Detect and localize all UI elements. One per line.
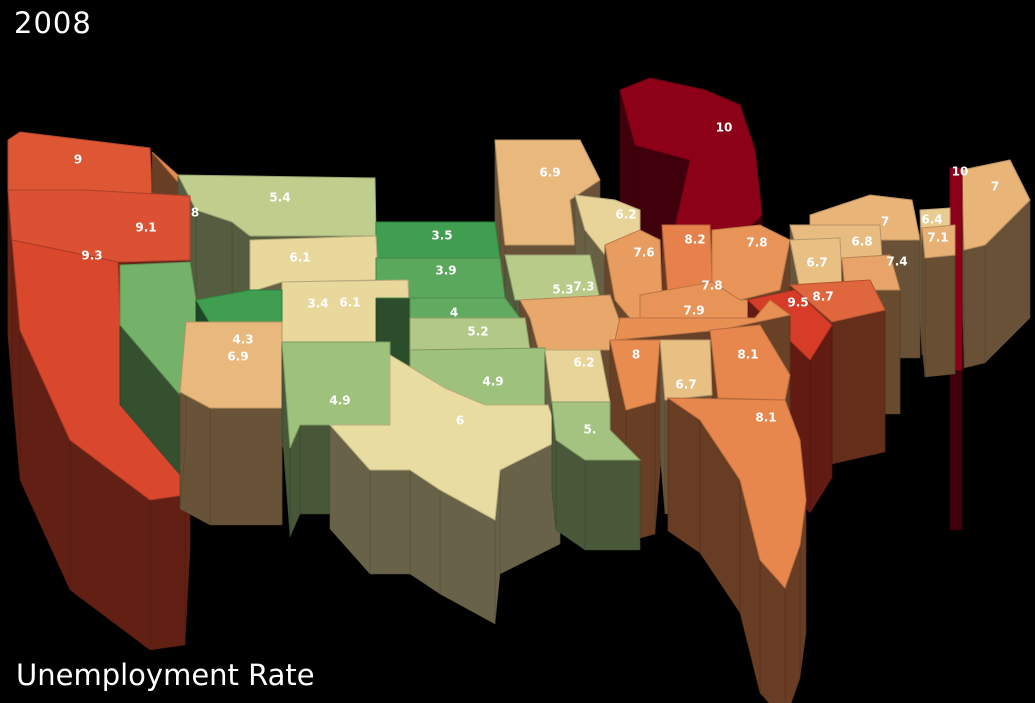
state-value-label: 9.5 bbox=[787, 296, 808, 310]
state-top bbox=[609, 339, 661, 411]
state-value-label: 7.8 bbox=[701, 279, 722, 293]
state-value-label: 4 bbox=[450, 306, 458, 320]
state-wall bbox=[369, 469, 411, 575]
state-value-label: 8.7 bbox=[812, 290, 833, 304]
state-wall bbox=[831, 309, 886, 465]
state-value-label: 5.2 bbox=[467, 325, 488, 339]
state-value-label: 6 bbox=[456, 414, 464, 428]
state-value-label: 5.3 bbox=[552, 283, 573, 297]
state-az bbox=[179, 321, 283, 526]
state-value-label: 6.7 bbox=[675, 378, 696, 392]
state-fl bbox=[666, 397, 807, 703]
state-value-label: 8.1 bbox=[737, 348, 758, 362]
state-value-label: 9.3 bbox=[81, 249, 102, 263]
state-tx bbox=[328, 354, 561, 625]
state-value-label: 6.1 bbox=[289, 251, 310, 265]
state-value-label: 5. bbox=[584, 423, 597, 437]
state-value-label: 7.4 bbox=[886, 255, 907, 269]
state-value-label: 6.1 bbox=[339, 296, 360, 310]
state-value-label: 5.4 bbox=[269, 191, 290, 205]
state-wall bbox=[667, 397, 701, 554]
state-top bbox=[666, 397, 807, 589]
year-label: 2008 bbox=[14, 6, 92, 40]
state-wall bbox=[149, 494, 186, 651]
state-value-label: 6.2 bbox=[615, 208, 636, 222]
state-value-label: 3.5 bbox=[431, 229, 452, 243]
state-value-label: 8.1 bbox=[755, 411, 776, 425]
state-top bbox=[709, 324, 791, 401]
state-value-label: 8.2 bbox=[684, 233, 705, 247]
state-value-label: 10 bbox=[716, 121, 733, 135]
state-value-label: 8 bbox=[632, 348, 640, 362]
state-me bbox=[961, 159, 1031, 369]
state-value-label: 7.1 bbox=[927, 231, 948, 245]
state-value-label: 4.9 bbox=[329, 394, 350, 408]
map-caption: Unemployment Rate bbox=[16, 658, 315, 692]
state-value-label: 8 bbox=[191, 206, 199, 220]
state-top bbox=[551, 401, 642, 461]
state-wall bbox=[209, 407, 283, 526]
state-value-label: 6.9 bbox=[539, 166, 560, 180]
state-value-label: 7.3 bbox=[573, 280, 594, 294]
state-la bbox=[551, 401, 642, 551]
state-top bbox=[177, 174, 377, 237]
state-wall bbox=[409, 469, 441, 595]
state-value-label: 9 bbox=[74, 153, 82, 167]
state-value-label: 7.8 bbox=[746, 236, 767, 250]
state-top bbox=[788, 279, 886, 323]
state-value-label: 6.2 bbox=[573, 356, 594, 370]
state-value-label: 6.8 bbox=[851, 235, 872, 249]
state-value-label: 7.9 bbox=[683, 304, 704, 318]
state-value-label: 6.9 bbox=[227, 350, 248, 364]
state-wall bbox=[584, 459, 641, 551]
state-wall bbox=[949, 369, 963, 531]
state-value-label: 7.6 bbox=[633, 246, 654, 260]
state-value-label: 10 bbox=[952, 165, 969, 179]
state-top bbox=[619, 77, 763, 251]
state-nh bbox=[921, 224, 956, 378]
state-top bbox=[961, 159, 1031, 251]
state-top bbox=[494, 139, 601, 246]
state-wall bbox=[924, 254, 956, 378]
state-top bbox=[659, 339, 713, 401]
state-value-label: 4.9 bbox=[482, 375, 503, 389]
state-value-label: 6.4 bbox=[921, 213, 942, 227]
state-top bbox=[179, 321, 283, 409]
state-top bbox=[921, 224, 956, 259]
state-value-label: 3.4 bbox=[307, 297, 328, 311]
state-value-label: 3.9 bbox=[435, 264, 456, 278]
state-value-label: 6.7 bbox=[806, 256, 827, 270]
state-value-label: 7 bbox=[881, 215, 889, 229]
state-value-label: 7 bbox=[991, 180, 999, 194]
state-value-label: 4.3 bbox=[232, 333, 253, 347]
state-value-label: 9.1 bbox=[135, 221, 156, 235]
state-wall bbox=[963, 244, 986, 369]
